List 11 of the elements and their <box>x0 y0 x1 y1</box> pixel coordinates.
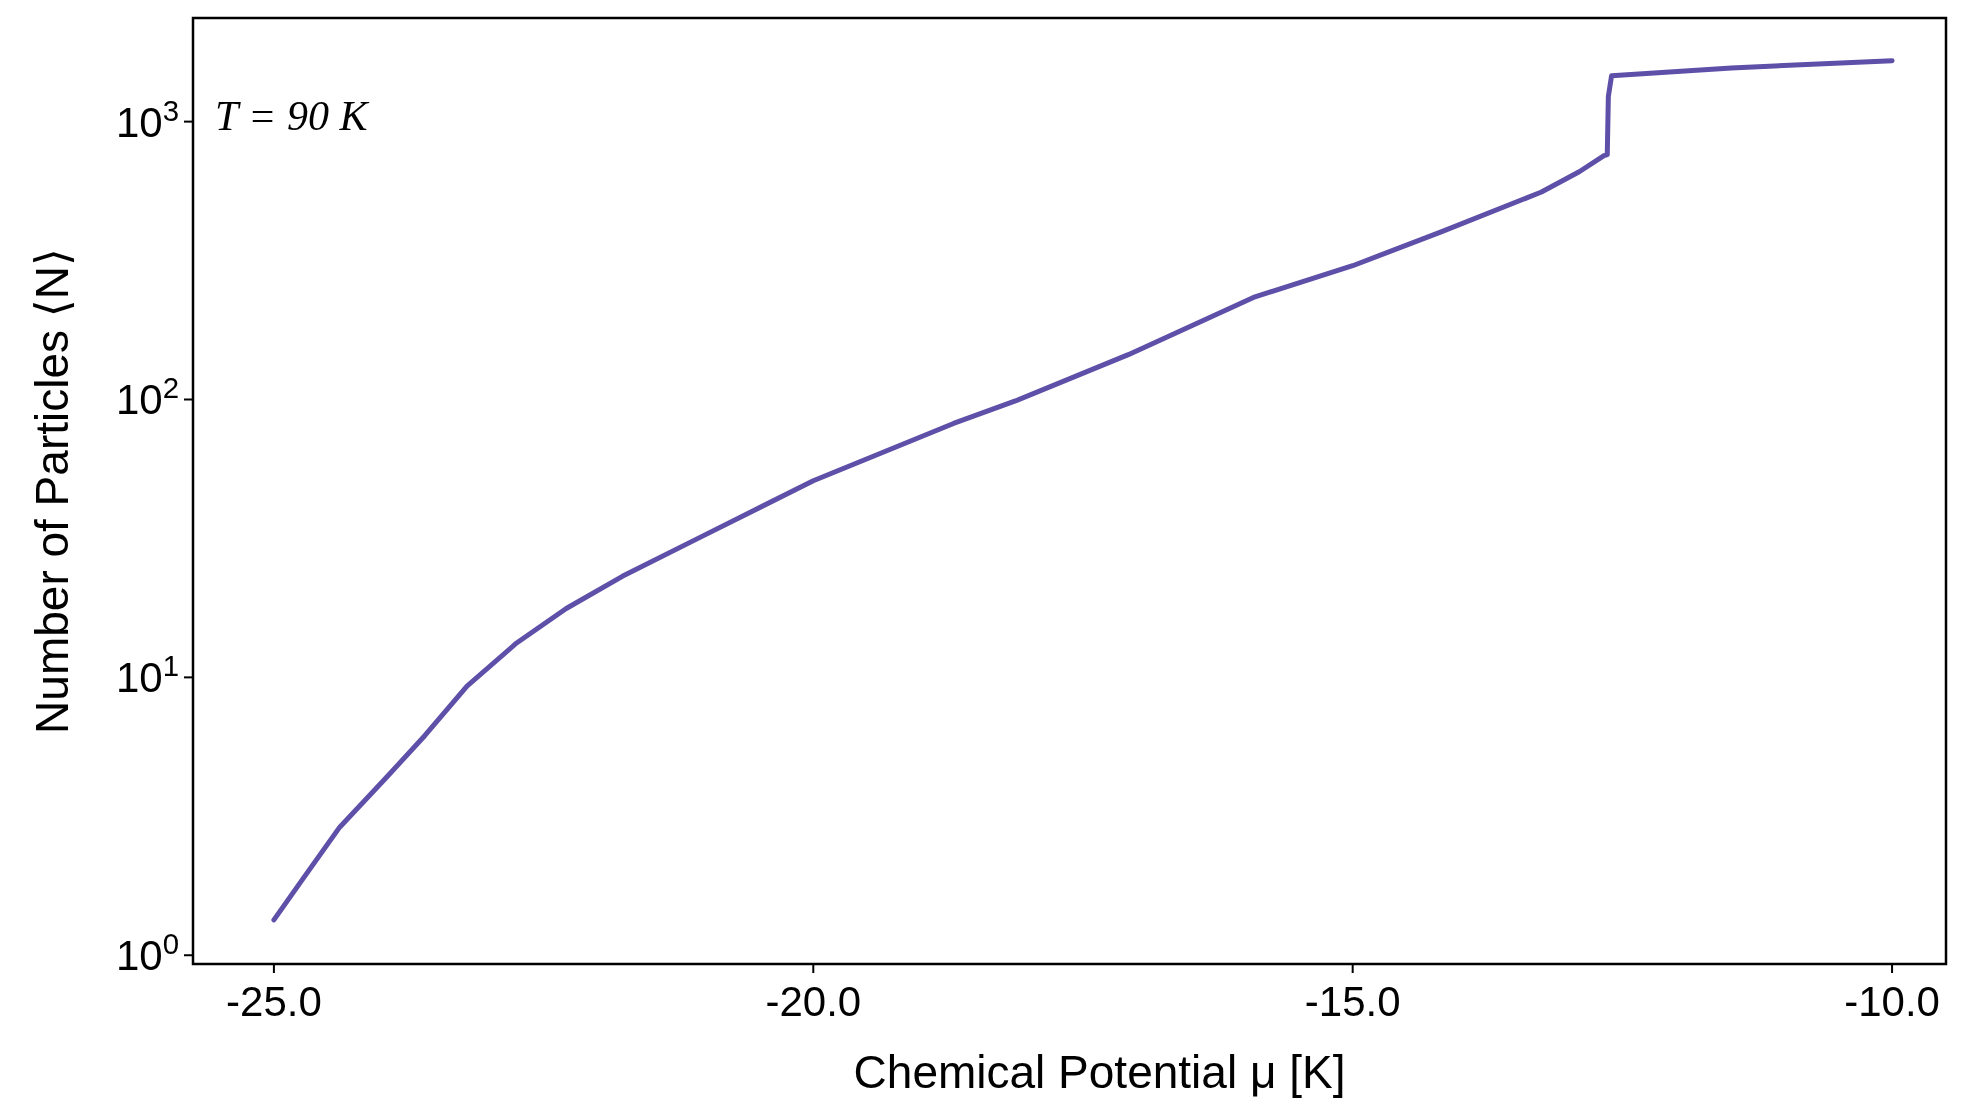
x-tick-label: -25.0 <box>226 978 322 1025</box>
y-tick-label: 10$^{0}$ <box>115 926 179 980</box>
x-tick-label: -20.0 <box>765 978 862 1025</box>
y-tick-label: 10$^{2}$ <box>115 371 179 424</box>
y-axis-title: Number of Particles ⟨N⟩ <box>26 248 78 734</box>
x-tick-label: -10.0 <box>1844 978 1940 1025</box>
y-tick-label: 10$^{1}$ <box>115 648 179 702</box>
x-tick-label: -15.0 <box>1304 978 1401 1025</box>
x-axis-title: Chemical Potential μ [K] <box>853 1046 1346 1098</box>
annotation: T = 90 K <box>215 93 370 139</box>
y-tick-label: 10$^{3}$ <box>115 93 179 146</box>
